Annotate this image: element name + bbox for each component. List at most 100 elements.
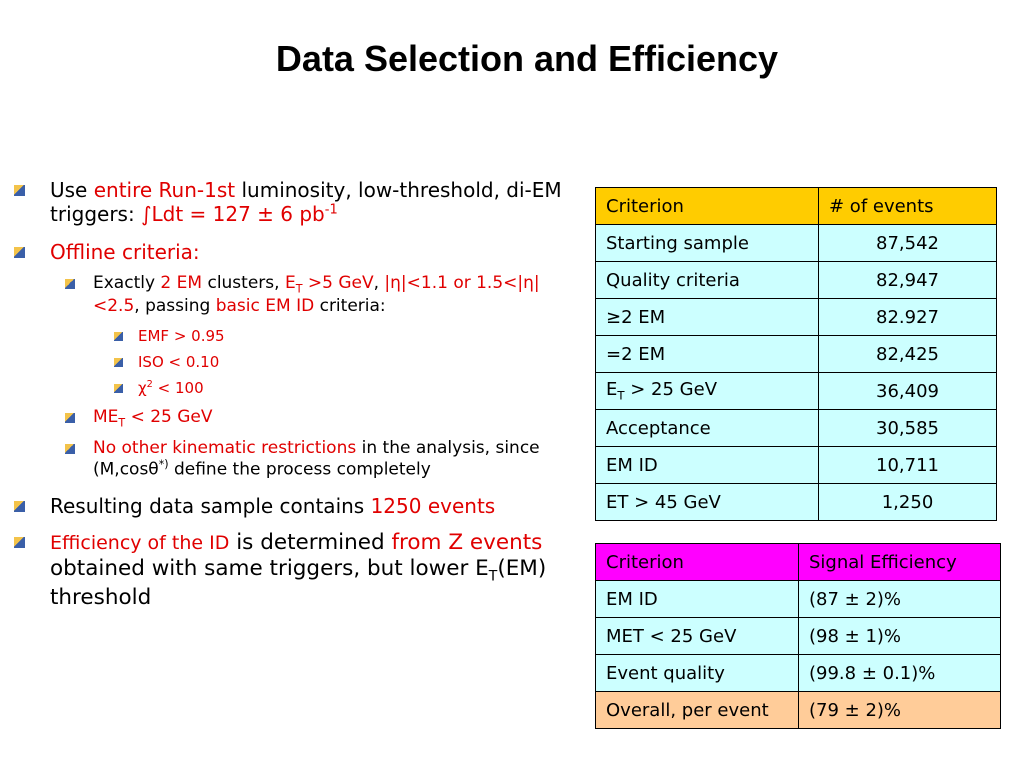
efficiency-table: Criterion Signal Efficiency EM ID (87 ± 2)… (595, 543, 1001, 729)
table-cell: 82.927 (818, 298, 997, 336)
text-run: from Z events (391, 530, 543, 555)
table-row: Starting sample 87,542 (595, 224, 997, 262)
text-run: χ (138, 379, 147, 397)
text-run: < 25 GeV (125, 407, 213, 427)
table-cell: EM ID (595, 580, 799, 618)
text-run: define the process completely (168, 460, 431, 481)
table-cell: =2 EM (595, 335, 819, 373)
text-run: >5 GeV (302, 273, 374, 293)
table-cell: 82,425 (818, 335, 997, 373)
text-run: Resulting data sample contains (50, 494, 371, 518)
text-run: *) (158, 458, 169, 472)
bullet: Resulting data sample contains 1250 even… (14, 494, 570, 518)
table-row: ≥2 EM 82.927 (595, 298, 997, 336)
text-run: basic EM ID (215, 295, 315, 316)
table-cell: 87,542 (818, 224, 997, 262)
text-run: ISO < 0.10 (138, 353, 220, 371)
table-cell: 1,250 (818, 483, 997, 521)
sub-bullet: Exactly 2 EM clusters, ET >5 GeV, |η|<1.… (65, 273, 563, 316)
bullet-icon (114, 384, 123, 393)
text-run: No other kinematic restrictions (93, 438, 357, 458)
text-run: 2 (146, 379, 153, 390)
text-run: T (617, 388, 625, 403)
table-cell: (99.8 ± 0.1)% (798, 654, 1001, 692)
bullet-icon (14, 501, 25, 512)
table-cell: Signal Efficiency (798, 543, 1001, 581)
table-cell: EM ID (595, 446, 819, 484)
text-run: E (606, 379, 618, 401)
table-row: ET > 25 GeV 36,409 (595, 372, 997, 410)
bullet-icon (114, 332, 123, 341)
table-row: Criterion # of events (595, 187, 997, 225)
text-run: T (118, 416, 126, 430)
table-cell: (87 ± 2)% (798, 580, 1001, 618)
sub-sub-bullet: EMF > 0.95 (114, 327, 225, 345)
bullet-icon (65, 413, 75, 423)
bullet-icon (65, 279, 75, 289)
table-cell: (98 ± 1)% (798, 617, 1001, 655)
table-row: Event quality (99.8 ± 0.1)% (595, 654, 1001, 692)
table-row: Criterion Signal Efficiency (595, 543, 1001, 581)
bullet: Offline criteria: (14, 240, 200, 264)
table-row: EM ID 10,711 (595, 446, 997, 484)
table-cell: # of events (818, 187, 997, 225)
text-run: < 100 (152, 379, 204, 397)
text-run: is determined (229, 530, 392, 555)
text-run: luminosity, low-threshold, di-EM trigger… (50, 178, 562, 226)
sub-bullet: No other kinematic restrictions in the a… (65, 438, 573, 481)
table-cell: Overall, per event (595, 691, 799, 729)
bullet-icon (14, 185, 25, 196)
text-run: entire Run-1st (93, 178, 236, 202)
text-run: Efficiency of the ID (50, 532, 230, 554)
bullet-icon (14, 247, 25, 258)
table-cell: 36,409 (818, 372, 997, 410)
table-cell: ET > 45 GeV (595, 483, 819, 521)
table-cell: Acceptance (595, 409, 819, 447)
table-cell: Criterion (595, 543, 799, 581)
text-run: obtained with same triggers, but lower E (50, 555, 489, 581)
text-run: Use (50, 178, 94, 202)
text-run: T (295, 282, 303, 296)
table-cell: Event quality (595, 654, 799, 692)
table-cell: Criterion (595, 187, 819, 225)
events-table: Criterion # of events Starting sample 87,5… (595, 187, 997, 521)
table-row: Overall, per event (79 ± 2)% (595, 691, 1001, 729)
text-run: EMF > 0.95 (138, 327, 225, 345)
text-run: Offline criteria: (50, 240, 200, 264)
table-cell: 82,947 (818, 261, 997, 299)
bullet-icon (114, 358, 123, 367)
text-run: ∫Ldt = 127 ± 6 pb (141, 202, 325, 226)
text-run: clusters, (202, 273, 285, 293)
table-cell: MET < 25 GeV (595, 617, 799, 655)
sub-sub-bullet: χ2 < 100 (114, 379, 204, 397)
text-run: in the analysis, since (M,cosθ (93, 438, 540, 481)
table-row: MET < 25 GeV (98 ± 1)% (595, 617, 1001, 655)
bullet-icon (14, 537, 25, 548)
bullet: Efficiency of the ID is determined from … (14, 530, 555, 611)
table-cell: (79 ± 2)% (798, 691, 1001, 729)
text-run: > 25 GeV (624, 379, 718, 401)
text-run: (EM) threshold (50, 555, 547, 610)
sub-bullet: MET < 25 GeV (65, 407, 213, 430)
table-row: =2 EM 82,425 (595, 335, 997, 373)
text-run: T (488, 568, 498, 585)
text-run: E (284, 273, 296, 293)
text-run: 2 EM (160, 273, 203, 293)
text-run: -1 (324, 202, 338, 218)
table-row: EM ID (87 ± 2)% (595, 580, 1001, 618)
text-run: |η|<1.1 or 1.5<|η|<2.5 (93, 273, 540, 316)
text-run: Exactly (93, 273, 161, 293)
table-cell: 10,711 (818, 446, 997, 484)
text-run: , passing (134, 295, 216, 316)
table-cell: ≥2 EM (595, 298, 819, 336)
text-run: , (373, 273, 385, 293)
sub-sub-bullet: ISO < 0.10 (114, 353, 220, 371)
table-cell: ET > 25 GeV (595, 372, 819, 410)
table-cell: 30,585 (818, 409, 997, 447)
table-row: Acceptance 30,585 (595, 409, 997, 447)
bullet-icon (65, 444, 75, 454)
text-run: criteria: (314, 295, 386, 316)
text-run: ME (93, 407, 119, 427)
table-cell: Starting sample (595, 224, 819, 262)
